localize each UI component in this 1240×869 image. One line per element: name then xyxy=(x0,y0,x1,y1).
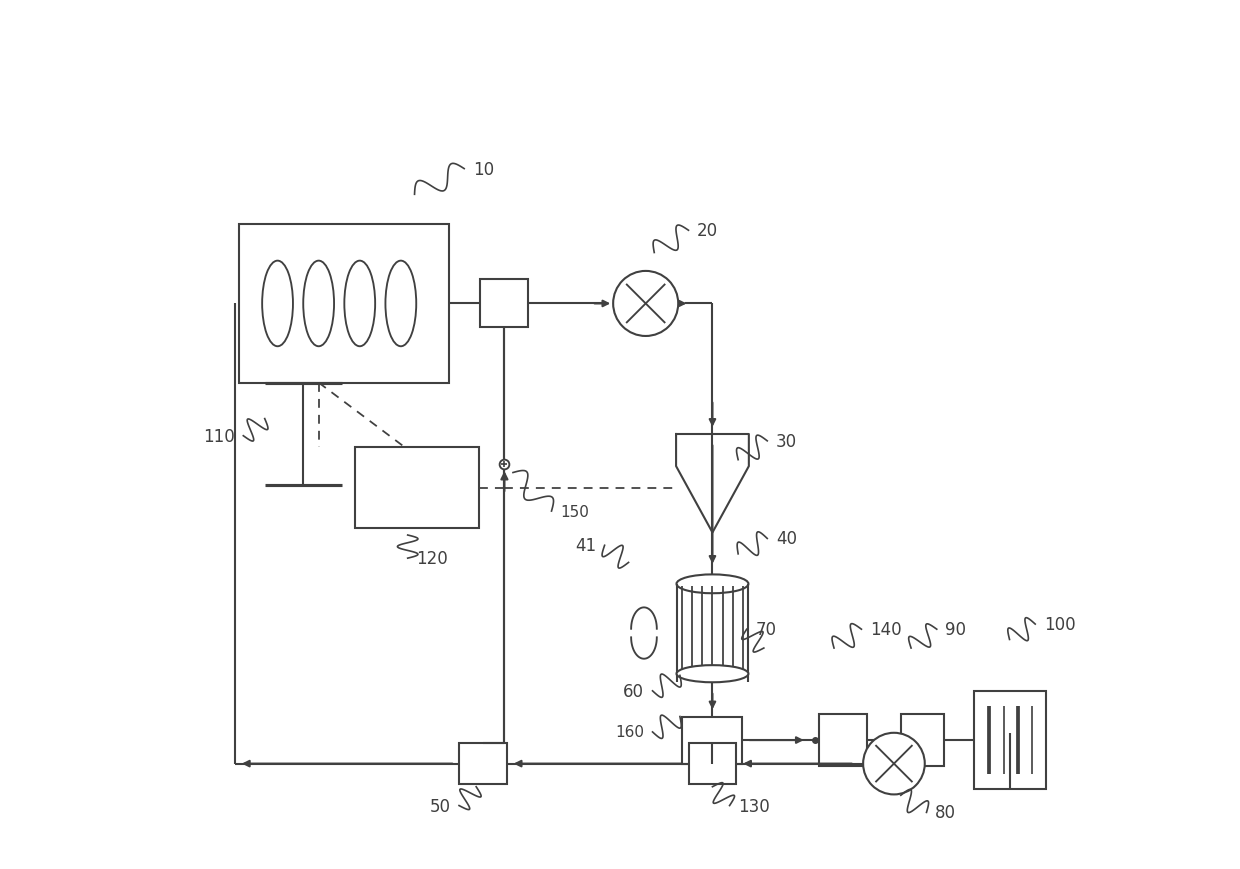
Text: 20: 20 xyxy=(697,222,718,240)
Text: 160: 160 xyxy=(615,725,644,740)
Text: 60: 60 xyxy=(622,682,644,700)
Text: 80: 80 xyxy=(935,804,956,821)
Bar xyxy=(355,448,479,528)
Ellipse shape xyxy=(262,262,293,347)
Text: 40: 40 xyxy=(776,530,797,547)
Bar xyxy=(460,743,507,784)
Ellipse shape xyxy=(677,666,749,682)
Text: 150: 150 xyxy=(560,504,589,519)
Text: 30: 30 xyxy=(776,433,797,450)
Polygon shape xyxy=(676,434,749,533)
Text: 41: 41 xyxy=(575,537,596,554)
Text: 50: 50 xyxy=(429,797,450,814)
Bar xyxy=(900,714,944,766)
Ellipse shape xyxy=(386,262,417,347)
Circle shape xyxy=(613,272,678,336)
Bar xyxy=(973,691,1047,789)
Text: 70: 70 xyxy=(755,620,776,639)
Text: 130: 130 xyxy=(738,797,770,814)
Ellipse shape xyxy=(345,262,376,347)
Text: 100: 100 xyxy=(1044,615,1075,634)
Text: 120: 120 xyxy=(417,549,448,567)
Text: 110: 110 xyxy=(203,428,234,445)
Text: 90: 90 xyxy=(945,620,966,639)
Text: 10: 10 xyxy=(472,161,494,178)
Bar xyxy=(820,714,867,766)
Bar xyxy=(480,280,528,328)
Circle shape xyxy=(863,733,925,794)
Bar xyxy=(682,717,743,764)
Ellipse shape xyxy=(677,574,749,594)
Bar xyxy=(239,225,449,383)
Ellipse shape xyxy=(304,262,334,347)
Bar xyxy=(689,743,737,784)
Text: 140: 140 xyxy=(870,620,901,639)
